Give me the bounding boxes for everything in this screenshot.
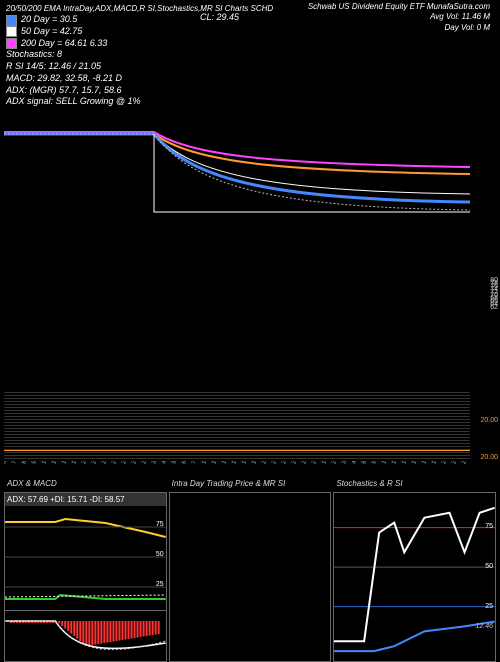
ema20-color-icon [6, 15, 17, 26]
stochastics-title: Stochastics & R SI [336, 479, 402, 488]
adx-macd-panel: ADX & MACD ADX: 57.69 +DI: 15.71 -DI: 58… [4, 492, 167, 662]
intraday-panel: Intra Day Trading Price & MR SI [169, 492, 332, 662]
ema50-label: 50 Day = 42.75 [21, 26, 82, 38]
adx-tick-75: 75 [156, 521, 164, 528]
adx-label: ADX: (MGR) 57.7, 15.7, 58.6 [6, 85, 494, 97]
security-name: Schwab US Dividend Equity ETF MunafaSutr… [308, 2, 490, 12]
band2-label-bot: 20.00 [480, 454, 498, 461]
adx-tick-50: 50 [156, 551, 164, 558]
intraday-title: Intra Day Trading Price & MR SI [172, 479, 286, 488]
x-axis-dates: 6 Sep7 Sep8 Sep9 Sep13 Sep14 Sep15 Sep16… [4, 461, 470, 467]
day-vol: Day Vol: 0 M [308, 23, 490, 33]
security-info: Schwab US Dividend Equity ETF MunafaSutr… [308, 2, 490, 33]
macd-subpanel [5, 610, 166, 661]
stoch-tick-75: 75 [485, 523, 493, 530]
avg-vol: Avg Vol: 11.46 M [308, 12, 490, 22]
stochastics-label: Stochastics: 8 [6, 49, 494, 61]
stoch-tick-25: 25 [485, 603, 493, 610]
stochastics-panel: Stochastics & R SI 75 50 25 12.46 [333, 492, 496, 662]
adx-signal-label: ADX signal: SELL Growing @ 1% [6, 96, 494, 108]
ema200-label: 200 Day = 64.61 6.33 [21, 38, 107, 50]
indicator-band-2: 20.00 20.00 [4, 419, 470, 459]
chart-header: Schwab US Dividend Equity ETF MunafaSutr… [0, 0, 500, 112]
main-price-chart: 80787674727068666462 [4, 112, 470, 393]
rsi-label: R SI 14/5: 12.46 / 21.05 [6, 61, 494, 73]
ema50-color-icon [6, 26, 17, 37]
adx-values: ADX: 57.69 +DI: 15.71 -DI: 58.57 [5, 493, 166, 506]
stoch-tick-50: 50 [485, 563, 493, 570]
adx-macd-title: ADX & MACD [7, 479, 57, 488]
band2-label-top: 20.00 [480, 417, 498, 424]
ema20-label: 20 Day = 30.5 [21, 14, 77, 26]
indicator-band-1 [4, 395, 470, 417]
adx-tick-25: 25 [156, 581, 164, 588]
macd-label: MACD: 29.82, 32.58, -8.21 D [6, 73, 494, 85]
ema200-color-icon [6, 38, 17, 49]
bottom-panels: ADX & MACD ADX: 57.69 +DI: 15.71 -DI: 58… [4, 492, 496, 662]
close-price: CL: 29.45 [200, 12, 239, 24]
stoch-val: 12.46 [475, 623, 493, 630]
